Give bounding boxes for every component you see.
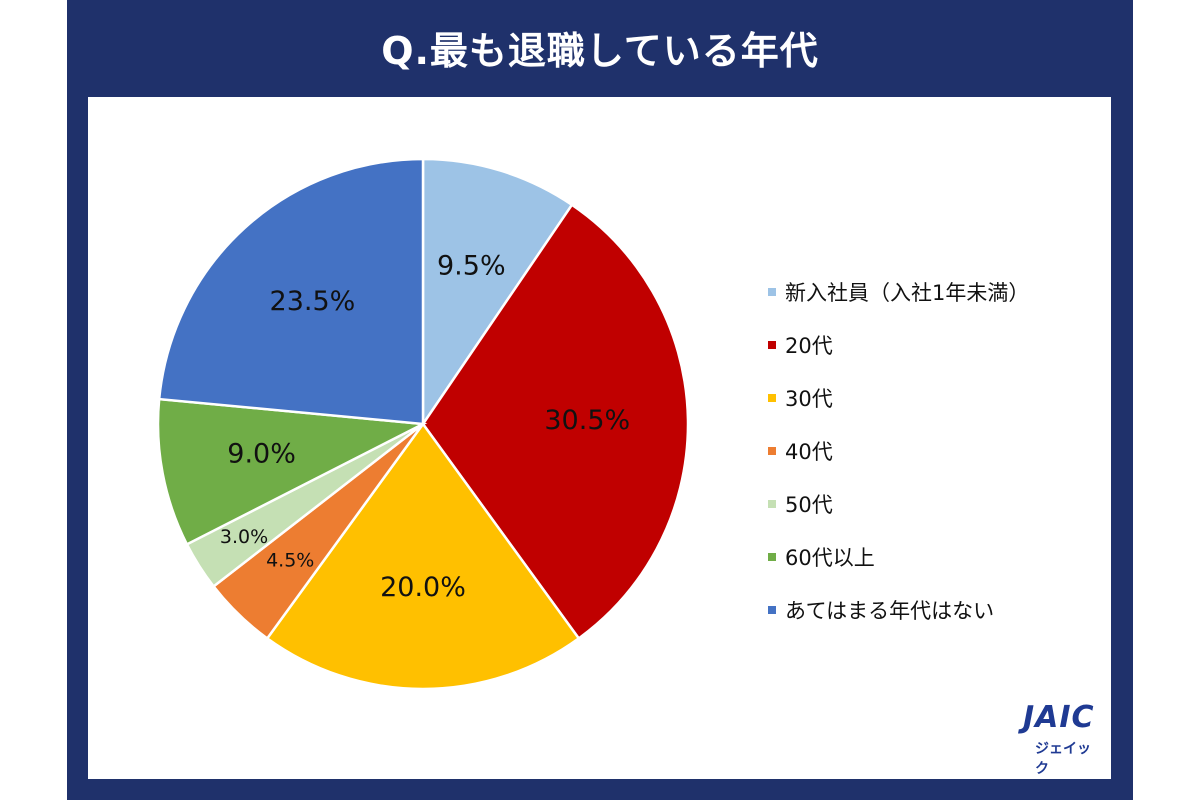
slice-data-label: 4.5% (266, 550, 314, 572)
legend-label: 50代 (785, 492, 833, 517)
slice-data-label: 3.0% (220, 526, 268, 548)
legend-label: 30代 (785, 386, 833, 411)
legend-swatch (768, 340, 776, 349)
legend-item: 20代 (768, 318, 1029, 371)
legend-item: 60代以上 (768, 530, 1029, 583)
chart-title: Q.最も退職している年代 (381, 29, 819, 73)
legend-swatch (768, 499, 776, 508)
pie-slice (265, 421, 581, 691)
legend-item: 50代 (768, 477, 1029, 530)
legend-swatch (768, 605, 776, 614)
logo-mark: JAIC (1023, 700, 1095, 735)
legend-label: あてはまる年代はない (785, 598, 995, 623)
legend-label: 60代以上 (785, 545, 875, 570)
slice-data-label: 9.0% (227, 438, 296, 469)
chart-frame: Q.最も退職している年代 9.5% 30.5% 20.0% 4.5% 3.0% 9.0% 2… (67, 0, 1133, 800)
legend-swatch (768, 446, 776, 455)
logo-subtitle: ジェイック (1035, 741, 1091, 777)
pie-slice (157, 157, 425, 426)
slice-data-label: 20.0% (380, 572, 466, 603)
legend-swatch (768, 287, 776, 296)
legend-label: 20代 (785, 333, 833, 358)
legend: 新入社員（入社1年未満） 20代 30代 40代 50代 60代以上あてはまる年代はない (768, 265, 1029, 636)
jaic-logo: JAIC ジェイック (1023, 700, 1103, 777)
pie-chart: 9.5% 30.5% 20.0% 4.5%3.0% 9.0% 23.5% (156, 157, 690, 691)
slice-data-label: 30.5% (544, 405, 630, 436)
legend-label: 新入社員（入社1年未満） (785, 280, 1030, 305)
legend-item: 新入社員（入社1年未満） (768, 265, 1029, 318)
slice-data-label: 23.5% (270, 286, 356, 317)
legend-label: 40代 (785, 439, 833, 464)
pie-slice (421, 157, 574, 429)
legend-item: 30代 (768, 371, 1029, 424)
pie-slice (421, 203, 690, 641)
legend-item: あてはまる年代はない (768, 583, 1029, 636)
chart-panel: 9.5% 30.5% 20.0% 4.5% 3.0% 9.0% 23.5% 新入社員（入社1… (88, 97, 1111, 779)
legend-swatch (768, 393, 776, 402)
pie-slice (156, 397, 428, 546)
slice-data-label: 9.5% (437, 250, 506, 281)
legend-swatch (768, 552, 776, 561)
legend-item: 40代 (768, 424, 1029, 477)
